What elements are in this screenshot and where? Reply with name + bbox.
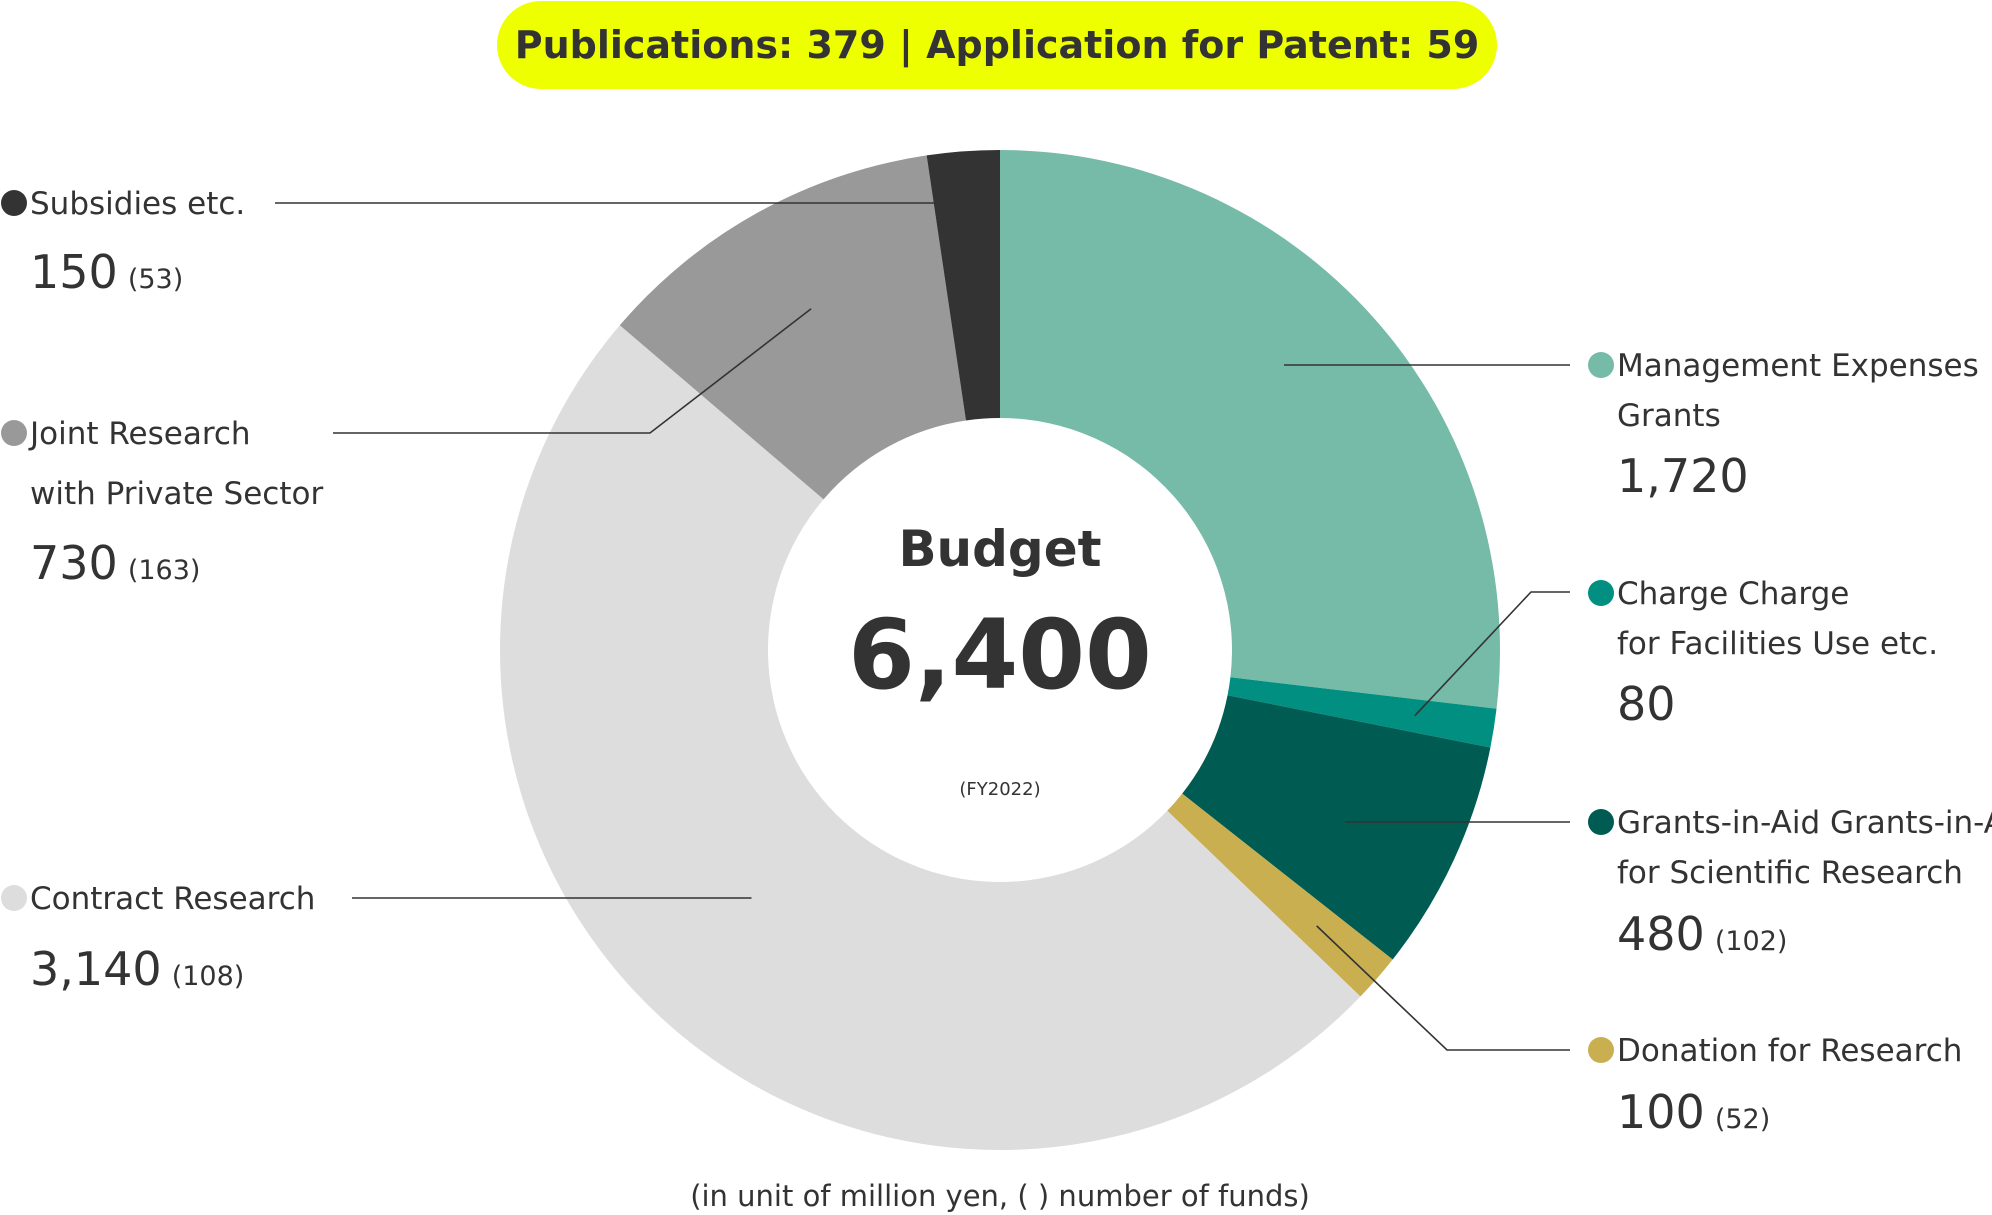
legend-label-grants-1: for Scientific Research <box>1617 855 1963 891</box>
legend-label-facilities-1: for Facilities Use etc. <box>1617 626 1938 662</box>
legend-value-donation: 100 (52) <box>1617 1085 1770 1139</box>
slice-contract <box>500 325 1361 1150</box>
center-title: Budget <box>898 520 1101 578</box>
slice-joint <box>619 155 966 500</box>
legend-label-grants-0: Grants-in-Aid Grants-in-Aid <box>1617 805 1992 841</box>
legend-label-subsidies-0: Subsidies etc. <box>30 186 245 222</box>
donut-center: Budget 6,400 (FY2022) <box>848 520 1152 800</box>
slice-subsidies <box>926 150 1000 421</box>
summary-pill-background <box>497 1 1497 89</box>
legend-dot-grants <box>1588 809 1614 835</box>
legend-dot-subsidies <box>1 190 27 216</box>
legend-value-facilities: 80 <box>1617 677 1676 731</box>
slice-grants <box>1182 695 1491 960</box>
legend-label-contract-0: Contract Research <box>30 881 315 917</box>
legend-dot-facilities <box>1588 580 1614 606</box>
legend-dot-contract <box>1 885 27 911</box>
summary-pill: Publications: 379 | Application for Pate… <box>497 1 1497 89</box>
leader-line-facilities <box>1414 591 1570 717</box>
legend-dot-management <box>1588 352 1614 378</box>
legend-value-management: 1,720 <box>1617 449 1749 503</box>
legend-label-facilities-0: Charge Charge <box>1617 576 1849 612</box>
legend-label-joint-1: with Private Sector <box>30 476 323 512</box>
leader-lines <box>275 202 1570 1051</box>
slice-donation <box>1167 793 1393 997</box>
slice-management <box>1000 150 1500 709</box>
summary-pill-text: Publications: 379 | Application for Pate… <box>515 23 1480 68</box>
legend-label-joint-0: Joint Research <box>28 416 251 452</box>
slice-labels: Management Expenses Grants 1,720 Charge Cha… <box>1 186 1992 1139</box>
legend-value-joint: 730 (163) <box>30 536 200 590</box>
leader-line-donation <box>1316 925 1570 1051</box>
legend-label-donation-0: Donation for Research <box>1617 1033 1962 1069</box>
legend-label-management-1: Grants <box>1617 398 1721 434</box>
center-total: 6,400 <box>848 599 1152 711</box>
slice-facilities <box>1227 677 1497 748</box>
legend-label-management-0: Management Expenses <box>1617 348 1979 384</box>
legend-value-subsidies: 150 (53) <box>30 245 183 299</box>
unit-note: (in unit of million yen, ( ) number of f… <box>690 1179 1310 1213</box>
donut-slices <box>500 150 1500 1150</box>
legend-value-grants: 480 (102) <box>1617 907 1787 961</box>
legend-value-contract: 3,140 (108) <box>30 942 244 996</box>
center-fiscal-year: (FY2022) <box>959 779 1040 800</box>
legend-dot-joint <box>1 420 27 446</box>
legend-dot-donation <box>1588 1037 1614 1063</box>
leader-line-joint <box>333 308 812 434</box>
